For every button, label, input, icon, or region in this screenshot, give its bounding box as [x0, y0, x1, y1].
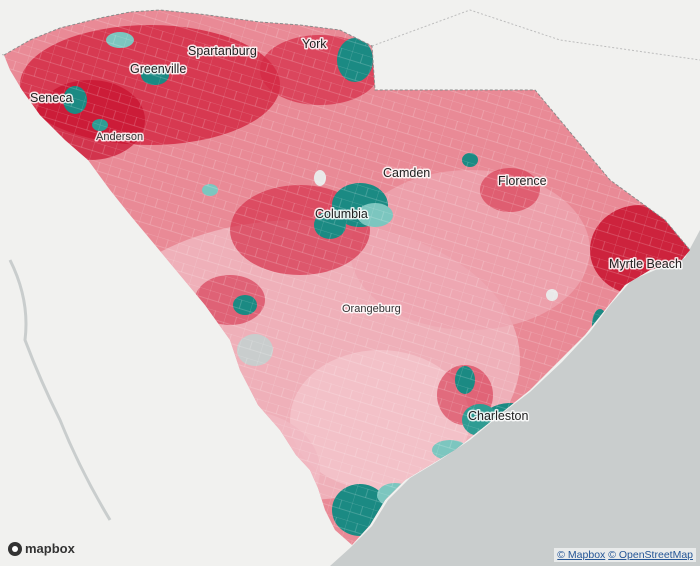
attribution-mapbox-link[interactable]: © Mapbox	[557, 549, 606, 561]
neighbor-border	[0, 9, 700, 61]
city-label-greenville: Greenville	[130, 62, 186, 76]
city-label-orangeburg: Orangeburg	[342, 303, 401, 315]
city-label-charleston: Charleston	[468, 409, 528, 423]
mapbox-logo[interactable]: mapbox	[8, 541, 75, 556]
map-attribution: © Mapbox © OpenStreetMap	[554, 548, 696, 562]
city-label-spartanburg: Spartanburg	[188, 44, 257, 58]
mapbox-logo-icon	[8, 541, 22, 556]
city-label-seneca: Seneca	[30, 91, 72, 105]
ocean	[330, 230, 700, 566]
city-label-camden: Camden	[383, 166, 430, 180]
city-label-florence: Florence	[498, 174, 547, 188]
city-label-anderson: Anderson	[96, 131, 143, 143]
attribution-osm-link[interactable]: © OpenStreetMap	[608, 549, 693, 561]
river	[8, 259, 112, 521]
city-label-york: York	[302, 37, 327, 51]
state-border	[3, 9, 691, 251]
city-label-columbia: Columbia	[315, 207, 368, 221]
mapbox-logo-text: mapbox	[25, 541, 75, 556]
city-label-myrtle-beach: Myrtle Beach	[609, 257, 682, 271]
